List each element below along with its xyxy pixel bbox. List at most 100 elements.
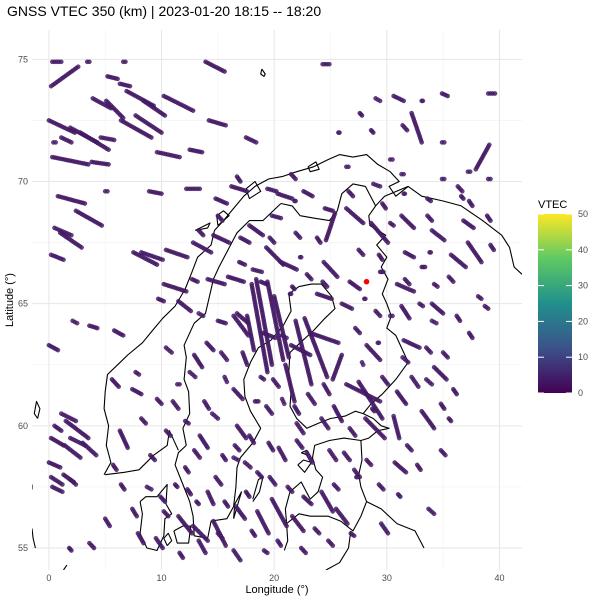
vtec-point [303, 550, 308, 556]
track [419, 408, 437, 431]
track [429, 301, 446, 316]
vtec-point [211, 347, 216, 353]
track [275, 191, 295, 201]
vtec-point [323, 237, 329, 243]
track [73, 208, 105, 228]
track [177, 550, 186, 561]
track [376, 482, 386, 492]
track [264, 404, 275, 416]
track [362, 296, 368, 302]
track [237, 259, 248, 267]
vtec-point [385, 240, 391, 245]
track [301, 494, 314, 507]
vtec-point [479, 259, 484, 265]
track [394, 281, 417, 294]
track [196, 228, 206, 238]
track [458, 193, 466, 201]
chart-title: GNSS VTEC 350 (km) | 2023-01-20 18:15 --… [7, 3, 321, 19]
vtec-point [309, 276, 314, 282]
track [130, 506, 140, 519]
track [401, 191, 408, 196]
track [375, 340, 382, 346]
track [380, 374, 391, 387]
vtec-point [492, 91, 498, 96]
vtec-point [428, 250, 434, 255]
track [204, 340, 216, 353]
track [139, 416, 149, 426]
track [130, 386, 144, 397]
vtec-point [329, 296, 334, 302]
vtec-point [265, 369, 270, 375]
vtec-point [309, 382, 314, 387]
vtec-point [260, 232, 266, 238]
vtec-point [385, 531, 391, 536]
track [184, 186, 203, 192]
vtec-point [269, 362, 275, 368]
track [252, 399, 261, 404]
track [225, 274, 247, 284]
track [215, 213, 225, 223]
vtec-point [444, 377, 449, 382]
track [148, 452, 158, 463]
vtec-point [326, 426, 331, 431]
vtec-point [222, 281, 227, 287]
track [63, 418, 91, 441]
coastline [103, 154, 522, 475]
y-tick-label: 60 [18, 421, 28, 431]
track [261, 548, 270, 556]
vtec-point [139, 391, 144, 397]
track [371, 181, 383, 189]
vtec-point [460, 189, 465, 194]
coastline [297, 459, 312, 473]
legend-ticks: 0 10 20 30 40 50 [538, 209, 588, 398]
track [292, 198, 298, 204]
vtec-point [238, 557, 243, 563]
track [163, 428, 173, 438]
track [419, 98, 426, 104]
vtec-point [59, 59, 64, 65]
vtec-point [377, 357, 383, 363]
vtec-point [224, 357, 230, 363]
track [336, 130, 342, 135]
vtec-point [248, 465, 253, 470]
track [59, 135, 74, 145]
track [331, 482, 341, 492]
track [139, 250, 165, 262]
track [50, 154, 91, 167]
vtec-point [127, 83, 133, 89]
track [465, 240, 484, 265]
track [373, 308, 383, 319]
vtec-point [488, 218, 493, 223]
track [182, 465, 191, 475]
track [102, 189, 110, 194]
track [70, 318, 80, 326]
vtec-point [195, 279, 200, 284]
vtec-point [220, 218, 225, 223]
vtec-point [244, 362, 250, 368]
vtec-point [82, 201, 88, 206]
vtec-point [470, 335, 475, 341]
vtec-point [294, 267, 299, 272]
vtec-point [69, 232, 74, 238]
vtec-point [390, 157, 395, 162]
track [89, 159, 111, 167]
track [190, 523, 210, 543]
vtec-point [220, 535, 225, 541]
vtec-point [190, 108, 196, 113]
track [215, 531, 225, 541]
vtec-point [184, 289, 189, 294]
vtec-point [176, 406, 181, 411]
track [153, 535, 165, 551]
track [320, 61, 332, 67]
vtec-point [293, 176, 298, 182]
track [368, 220, 391, 245]
coastline [325, 530, 352, 570]
track [133, 369, 142, 377]
vtec-point [411, 225, 417, 231]
vtec-point [391, 223, 396, 228]
track [243, 489, 252, 499]
vtec-point [141, 540, 146, 546]
coastline [362, 185, 409, 414]
legend-tick-label: 0 [578, 388, 583, 398]
track [455, 184, 465, 194]
